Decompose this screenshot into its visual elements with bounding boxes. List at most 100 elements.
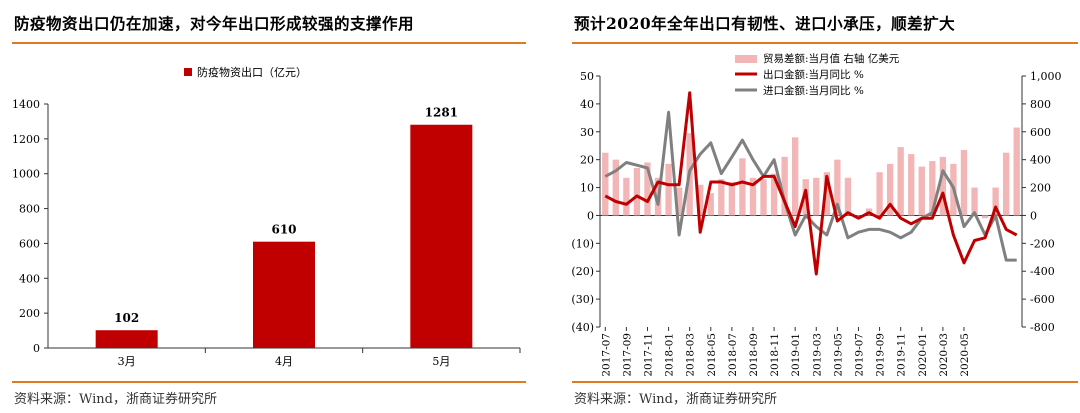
right-x-tick-label: 2019-03 bbox=[811, 333, 823, 377]
right-balance-bar bbox=[886, 163, 894, 216]
left-legend-label: 防疫物资出口（亿元） bbox=[197, 65, 307, 79]
left-data-label: 1281 bbox=[425, 106, 458, 120]
right-balance-bar bbox=[908, 154, 915, 216]
right-balance-bar bbox=[813, 177, 820, 216]
right-x-tick-label: 2017-11 bbox=[642, 333, 654, 377]
right-left-y-tick-label: 20 bbox=[580, 154, 594, 167]
right-chart-title: 预计2020年全年出口有韧性、进口小承压，顺差扩大 bbox=[574, 14, 956, 33]
right-balance-bar bbox=[739, 158, 746, 216]
right-legend-label-balance: 贸易差额:当月值 右轴 亿美元 bbox=[763, 52, 900, 65]
left-y-tick-label: 0 bbox=[33, 342, 40, 355]
left-y-tick-label: 800 bbox=[19, 203, 40, 216]
right-x-tick-label: 2018-03 bbox=[685, 333, 697, 377]
right-right-y-tick-label: -200 bbox=[1030, 237, 1055, 250]
right-right-y-tick-label: 0 bbox=[1030, 209, 1037, 222]
left-legend-swatch bbox=[184, 68, 192, 76]
right-balance-bar bbox=[918, 166, 925, 216]
right-balance-bar bbox=[675, 187, 683, 216]
right-x-tick-label: 2017-09 bbox=[621, 333, 633, 377]
right-balance-bar bbox=[1013, 127, 1020, 216]
right-balance-bar bbox=[718, 179, 725, 216]
right-balance-bar bbox=[960, 149, 968, 216]
right-balance-bar bbox=[665, 163, 672, 216]
right-x-tick-label: 2018-01 bbox=[664, 333, 676, 377]
right-balance-bar bbox=[897, 147, 904, 216]
right-balance-bar bbox=[876, 172, 883, 216]
right-right-y-tick-label: 200 bbox=[1030, 182, 1051, 195]
right-x-tick-label: 2018-11 bbox=[769, 333, 781, 377]
right-balance-bar bbox=[823, 172, 830, 216]
right-x-tick-label: 2019-09 bbox=[875, 333, 887, 377]
right-x-tick-label: 2019-07 bbox=[853, 333, 865, 377]
right-balance-bar bbox=[612, 159, 619, 216]
right-legend-label-export: 出口金额:当月同比 % bbox=[763, 68, 864, 81]
right-right-y-tick-label: 400 bbox=[1030, 154, 1051, 167]
right-balance-bar bbox=[602, 152, 609, 216]
right-x-tick-label: 2020-01 bbox=[917, 333, 929, 377]
left-y-tick-label: 400 bbox=[19, 272, 40, 285]
right-x-tick-label: 2018-07 bbox=[727, 333, 739, 377]
left-y-tick-label: 1200 bbox=[12, 133, 40, 146]
right-export-line bbox=[604, 91, 1018, 276]
right-balance-bar bbox=[929, 161, 936, 216]
left-chart-title: 防疫物资出口仍在加速，对今年出口形成较强的支撑作用 bbox=[14, 14, 415, 33]
right-x-tick-label: 2017-07 bbox=[600, 333, 612, 377]
right-right-y-tick-label: -800 bbox=[1030, 321, 1055, 334]
left-data-label: 610 bbox=[271, 223, 296, 237]
right-combo-chart: (40) (30) (20) (10) 0 10 20 30 40 50 -800 -600 -400 -… bbox=[571, 52, 1062, 377]
right-x-tick-label: 2019-11 bbox=[896, 333, 908, 377]
right-panel: 预计2020年全年出口有韧性、进口小承压，顺差扩大 (40) (30) (20) (1… bbox=[560, 0, 1080, 413]
left-bar-chart: 0 200 400 600 800 1000 1200 1400 102 3月 610 4月 1281 5… bbox=[12, 65, 521, 368]
right-left-y-tick-label: 40 bbox=[580, 98, 594, 111]
right-balance-bar bbox=[770, 173, 778, 216]
right-balance-bar bbox=[1003, 152, 1010, 216]
left-x-tick-label: 4月 bbox=[275, 355, 293, 368]
left-x-tick-label: 3月 bbox=[118, 355, 136, 368]
right-left-y-tick-label: 50 bbox=[580, 70, 594, 83]
right-x-tick-label: 2020-05 bbox=[959, 333, 971, 377]
right-x-tick-label: 2019-01 bbox=[790, 333, 802, 377]
left-x-tick-label: 5月 bbox=[432, 355, 450, 368]
right-right-y-tick-label: 600 bbox=[1030, 126, 1051, 139]
right-right-y-tick-label: -400 bbox=[1030, 265, 1055, 278]
left-bar bbox=[410, 124, 473, 349]
right-balance-bar bbox=[939, 156, 947, 216]
right-balance-bar bbox=[834, 159, 841, 216]
right-balance-bar bbox=[633, 168, 641, 216]
right-left-y-tick-label: 30 bbox=[580, 126, 594, 139]
right-right-y-tick-label: 1,000 bbox=[1030, 70, 1062, 83]
right-balance-bar bbox=[623, 177, 630, 216]
right-x-tick-label: 2020-03 bbox=[938, 333, 950, 377]
right-balance-bar bbox=[707, 193, 714, 216]
right-balance-bar bbox=[728, 181, 736, 216]
left-bar bbox=[95, 330, 158, 348]
right-legend-swatch-balance bbox=[735, 55, 757, 63]
right-balance-bar bbox=[855, 215, 862, 217]
right-x-tick-label: 2019-05 bbox=[832, 333, 844, 377]
right-right-y-tick-label: 800 bbox=[1030, 98, 1051, 111]
left-y-tick-label: 1000 bbox=[12, 168, 40, 181]
right-source-note: 资料来源：Wind，浙商证券研究所 bbox=[574, 392, 777, 407]
right-balance-bar bbox=[981, 215, 989, 219]
right-title-rule bbox=[572, 42, 1078, 44]
right-balance-bar bbox=[749, 177, 757, 216]
right-balance-bar bbox=[781, 156, 788, 216]
right-x-tick-label: 2018-05 bbox=[706, 333, 718, 377]
right-source-rule bbox=[572, 381, 1078, 383]
left-y-tick-label: 600 bbox=[19, 237, 40, 250]
right-left-y-tick-label: (20) bbox=[571, 265, 594, 278]
right-balance-bar bbox=[844, 177, 852, 216]
left-data-label: 102 bbox=[114, 311, 139, 325]
right-balance-bar bbox=[760, 179, 767, 216]
left-y-tick-label: 1400 bbox=[12, 98, 40, 111]
right-x-tick-label: 2018-09 bbox=[748, 333, 760, 377]
left-panel: 防疫物资出口仍在加速，对今年出口形成较强的支撑作用 0 200 400 600 800 1… bbox=[0, 0, 528, 413]
left-bar bbox=[253, 241, 315, 348]
right-left-y-tick-label: 0 bbox=[587, 209, 594, 222]
right-left-y-tick-label: (40) bbox=[571, 321, 594, 334]
right-balance-bar bbox=[644, 162, 651, 216]
left-source-rule bbox=[12, 381, 526, 383]
right-balance-bar bbox=[971, 187, 978, 216]
left-title-rule bbox=[12, 42, 526, 44]
right-left-y-tick-label: 10 bbox=[580, 182, 594, 195]
